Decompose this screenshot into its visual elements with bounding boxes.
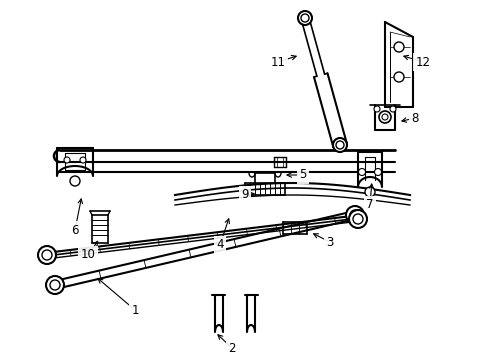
Text: 10: 10 <box>81 248 95 261</box>
Text: 4: 4 <box>216 238 224 252</box>
Circle shape <box>373 106 379 112</box>
Circle shape <box>352 214 362 224</box>
Circle shape <box>381 114 387 120</box>
Circle shape <box>301 14 308 22</box>
Circle shape <box>70 176 80 186</box>
Circle shape <box>358 168 365 175</box>
Circle shape <box>393 42 403 52</box>
Text: 7: 7 <box>366 198 373 211</box>
Circle shape <box>42 250 52 260</box>
Text: 11: 11 <box>270 55 285 68</box>
Circle shape <box>38 246 56 264</box>
Circle shape <box>346 206 363 224</box>
Circle shape <box>389 106 395 112</box>
Circle shape <box>349 210 359 220</box>
Circle shape <box>364 187 374 197</box>
Circle shape <box>332 138 346 152</box>
Text: 12: 12 <box>415 55 429 68</box>
Text: 2: 2 <box>228 342 235 355</box>
Text: 8: 8 <box>410 112 418 125</box>
Circle shape <box>64 157 70 163</box>
Text: 6: 6 <box>71 224 79 237</box>
Text: 3: 3 <box>325 235 333 248</box>
Text: 9: 9 <box>241 189 248 202</box>
Circle shape <box>378 111 390 123</box>
Text: 5: 5 <box>299 168 306 181</box>
Circle shape <box>46 276 64 294</box>
Circle shape <box>297 11 311 25</box>
Text: 1: 1 <box>131 303 139 316</box>
Circle shape <box>50 280 60 290</box>
Circle shape <box>374 168 381 175</box>
Circle shape <box>80 157 86 163</box>
Circle shape <box>335 141 343 149</box>
Circle shape <box>393 72 403 82</box>
Circle shape <box>348 210 366 228</box>
